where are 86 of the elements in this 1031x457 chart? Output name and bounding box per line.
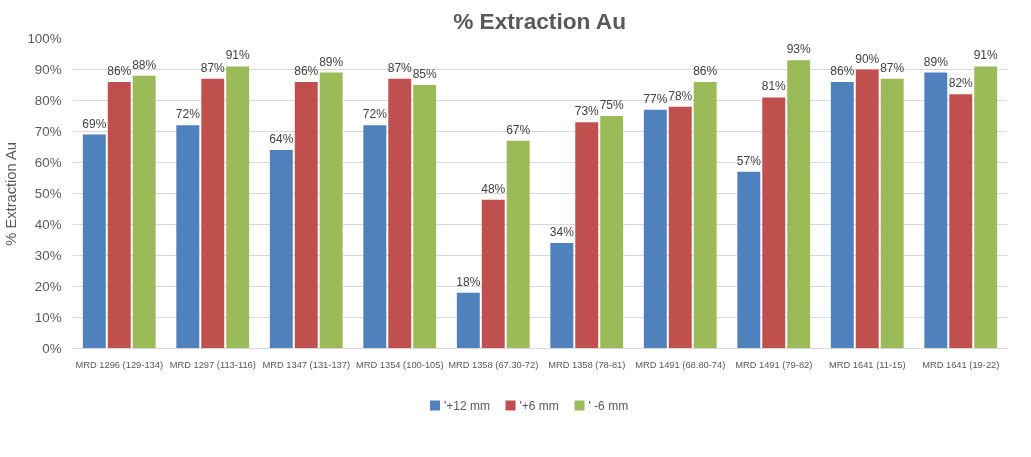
data-label: 93% bbox=[786, 42, 812, 57]
data-label: 48% bbox=[481, 181, 506, 196]
data-label: 86% bbox=[107, 63, 132, 78]
data-label: 34% bbox=[549, 225, 575, 240]
data-label: 18% bbox=[456, 274, 481, 289]
x-tick-label: MRD 1358 (67.30-72) bbox=[448, 359, 539, 370]
bar bbox=[855, 69, 879, 349]
x-tick-label: MRD 1354 (100-105) bbox=[355, 359, 444, 370]
data-label: 72% bbox=[362, 107, 388, 122]
bar bbox=[575, 122, 599, 349]
bar bbox=[363, 125, 387, 349]
bar bbox=[456, 292, 480, 349]
data-label: 86% bbox=[830, 63, 855, 78]
data-label: 87% bbox=[200, 60, 226, 75]
x-tick-label: MRD 1641 (11-15) bbox=[828, 359, 906, 370]
bar bbox=[319, 72, 343, 349]
bar bbox=[413, 85, 437, 349]
data-label: 90% bbox=[855, 51, 880, 66]
bar bbox=[880, 78, 904, 349]
bar bbox=[226, 66, 250, 349]
data-label: 87% bbox=[880, 60, 905, 75]
data-label: 69% bbox=[82, 116, 107, 131]
bar bbox=[668, 106, 692, 349]
y-tick-label: 80% bbox=[34, 93, 62, 108]
data-label: 91% bbox=[225, 48, 251, 63]
data-label: 82% bbox=[948, 76, 974, 91]
x-tick-label: MRD 1347 (131-137) bbox=[262, 359, 351, 370]
y-tick-label: 70% bbox=[34, 124, 62, 139]
bar bbox=[107, 81, 131, 349]
bar bbox=[269, 150, 293, 349]
x-tick-label: MRD 1491 (79-82) bbox=[735, 359, 813, 370]
y-tick-label: 40% bbox=[34, 217, 62, 232]
bar bbox=[949, 94, 973, 349]
y-tick-label: 30% bbox=[34, 248, 62, 263]
bar bbox=[132, 75, 156, 349]
y-tick-label: 0% bbox=[42, 341, 62, 356]
data-label: 86% bbox=[693, 63, 718, 78]
data-label: 75% bbox=[599, 98, 625, 112]
y-axis-title: % Extraction Au bbox=[3, 142, 20, 246]
y-tick-label: 50% bbox=[34, 186, 62, 201]
bar bbox=[974, 66, 998, 349]
bar bbox=[82, 134, 106, 349]
data-label: 77% bbox=[643, 91, 668, 106]
data-label: 78% bbox=[668, 88, 693, 103]
bar bbox=[201, 78, 225, 349]
x-tick-label: MRD 1491 (68.80-74) bbox=[635, 359, 726, 370]
y-tick-label: 20% bbox=[34, 279, 62, 294]
x-tick-label: MRD 1297 (113-116) bbox=[169, 359, 256, 370]
data-label: 86% bbox=[294, 63, 319, 78]
x-tick-label: MRD 1358 (78-81) bbox=[548, 359, 626, 370]
chart-title: % Extraction Au bbox=[453, 7, 627, 34]
bar bbox=[388, 78, 412, 349]
data-label: 73% bbox=[574, 104, 600, 119]
bar bbox=[924, 72, 948, 349]
x-tick-label: MRD 1296 (129-134) bbox=[75, 359, 164, 370]
legend-label: ' -6 mm bbox=[588, 398, 629, 413]
x-tick-label: MRD 1641 (19-22) bbox=[922, 359, 1000, 370]
data-label: 81% bbox=[761, 79, 787, 94]
bar bbox=[550, 243, 574, 349]
legend-label: '+6 mm bbox=[519, 398, 559, 413]
bar bbox=[481, 199, 505, 349]
data-label: 88% bbox=[132, 57, 157, 72]
bar bbox=[830, 81, 854, 349]
bar bbox=[294, 81, 318, 349]
y-tick-label: 10% bbox=[34, 310, 62, 325]
data-label: 89% bbox=[923, 54, 949, 69]
bar bbox=[762, 97, 786, 349]
data-label: 67% bbox=[506, 122, 531, 137]
bar bbox=[600, 116, 624, 349]
data-label: 87% bbox=[387, 60, 413, 75]
bar bbox=[737, 171, 761, 349]
y-tick-label: 60% bbox=[34, 155, 62, 170]
bar bbox=[787, 60, 811, 349]
legend-label: '+12 mm bbox=[444, 398, 490, 413]
bar bbox=[506, 140, 530, 349]
y-tick-label: 90% bbox=[34, 62, 62, 77]
data-label: 91% bbox=[973, 48, 999, 63]
data-label: 72% bbox=[175, 107, 201, 122]
data-label: 89% bbox=[319, 54, 344, 69]
data-label: 57% bbox=[736, 153, 762, 168]
bar bbox=[693, 81, 717, 349]
data-label: 85% bbox=[412, 67, 438, 81]
bar bbox=[643, 109, 667, 349]
y-tick-label: 100% bbox=[27, 31, 62, 46]
data-label: 64% bbox=[269, 132, 294, 147]
bar bbox=[176, 125, 200, 349]
